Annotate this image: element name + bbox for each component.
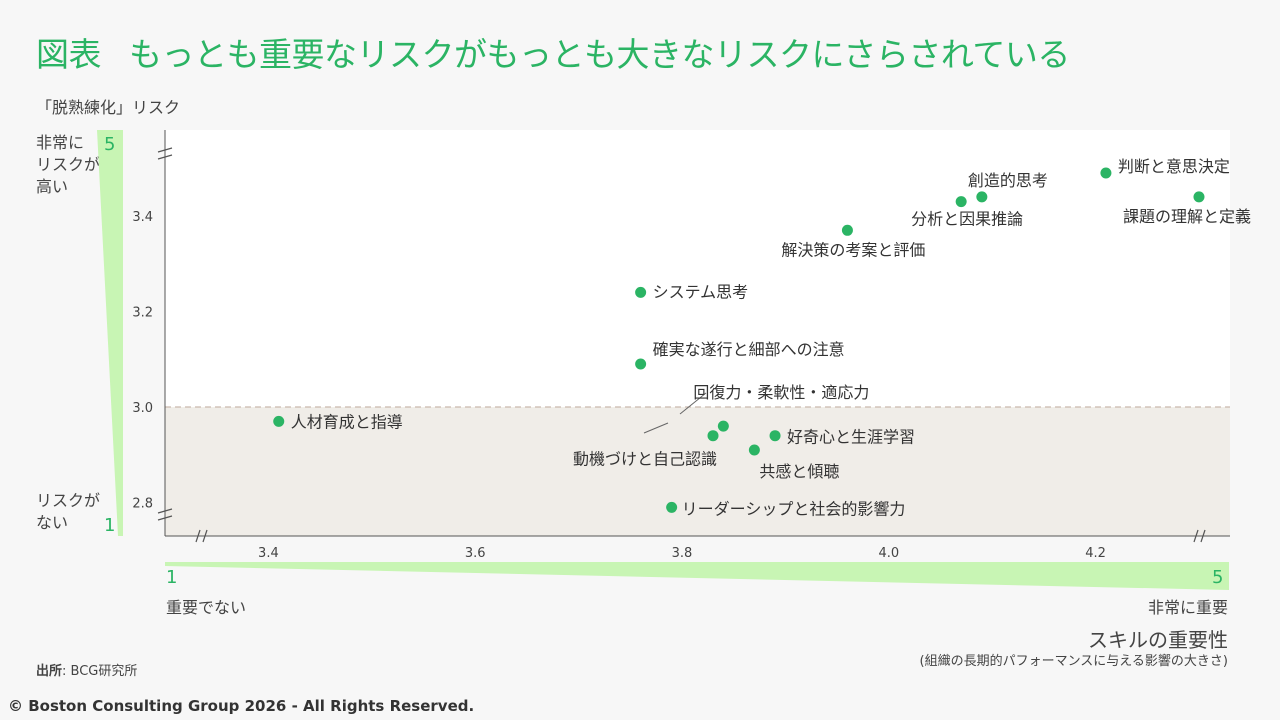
y-scale-min: 1 bbox=[104, 515, 116, 536]
x-tick-label: 4.2 bbox=[1085, 546, 1106, 561]
y-axis-break-top bbox=[157, 147, 173, 160]
data-point bbox=[666, 501, 678, 513]
y-high-line-2: リスクが bbox=[36, 155, 101, 174]
y-high-line-1: 非常に bbox=[36, 133, 85, 152]
page-title: 図表 もっとも重要なリスクがもっとも大きなリスクにさらされている bbox=[36, 28, 1070, 76]
data-point bbox=[1193, 191, 1205, 203]
x-scale-max: 5 bbox=[1212, 567, 1224, 588]
x-axis-break-left bbox=[195, 529, 208, 543]
x-axis-title: スキルの重要性 bbox=[1088, 628, 1228, 652]
low-risk-band bbox=[165, 407, 1230, 536]
source-text: : BCG研究所 bbox=[62, 664, 138, 679]
y-tick-label: 3.2 bbox=[132, 306, 153, 321]
x-tick-label: 3.4 bbox=[258, 546, 279, 561]
source-label: 出所 bbox=[36, 664, 63, 679]
data-point bbox=[748, 444, 760, 456]
data-point-label: 好奇心と生涯学習 bbox=[787, 428, 915, 447]
y-scale-wedge bbox=[97, 130, 123, 536]
title-text: もっとも重要なリスクがもっとも大きなリスクにさらされている bbox=[129, 35, 1070, 74]
x-scale-min: 1 bbox=[166, 567, 178, 588]
x-tick-label: 3.6 bbox=[465, 546, 486, 561]
x-axis-high-label: 非常に重要 bbox=[1147, 598, 1228, 617]
data-point-label: 確実な遂行と細部への注意 bbox=[653, 340, 845, 359]
y-low-line-1: リスクが bbox=[36, 491, 101, 510]
data-point bbox=[841, 224, 853, 236]
data-point bbox=[635, 286, 647, 298]
data-point-label: リーダーシップと社会的影響力 bbox=[682, 499, 906, 518]
data-point bbox=[717, 420, 729, 432]
data-point-label: 分析と因果推論 bbox=[911, 210, 1023, 229]
data-point bbox=[273, 415, 285, 427]
data-point bbox=[1100, 167, 1112, 179]
y-scale-max: 5 bbox=[104, 134, 116, 155]
data-point-label: 課題の理解と定義 bbox=[1123, 207, 1251, 226]
y-low-line-2: ない bbox=[36, 513, 69, 532]
x-axis-subtitle: (組織の長期的パフォーマンスに与える影響の大きさ) bbox=[919, 654, 1229, 669]
x-axis-break-right bbox=[1193, 529, 1206, 543]
x-scale-wedge bbox=[165, 562, 1229, 590]
y-axis-subtitle: 「脱熟練化」リスク bbox=[36, 98, 181, 117]
data-point bbox=[635, 358, 647, 370]
y-axis-low-label: リスクが ない bbox=[36, 490, 100, 534]
copyright: © Boston Consulting Group 2026 - All Rig… bbox=[8, 697, 475, 715]
y-axis-break-bottom bbox=[157, 508, 173, 521]
data-point-label: 共感と傾聴 bbox=[759, 462, 839, 481]
y-tick-label: 2.8 bbox=[132, 497, 153, 512]
data-point-label: 回復力・柔軟性・適応力 bbox=[693, 383, 869, 402]
data-point-label: 創造的思考 bbox=[968, 171, 1048, 190]
x-tick-label: 3.8 bbox=[672, 546, 693, 561]
data-point bbox=[707, 430, 719, 442]
data-point-label: 判断と意思決定 bbox=[1118, 157, 1230, 176]
leader-line-resilience bbox=[679, 392, 707, 415]
data-point-label: 解決策の考案と評価 bbox=[781, 240, 925, 259]
figure-label: 図表 bbox=[36, 35, 102, 74]
data-point bbox=[976, 191, 988, 203]
data-point-label: 動機づけと自己認識 bbox=[573, 450, 717, 469]
data-point bbox=[955, 196, 967, 208]
source-note: 出所: BCG研究所 bbox=[36, 660, 137, 679]
x-axis-low-label: 重要でない bbox=[166, 598, 247, 617]
y-axis-high-label: 非常に リスクが 高い bbox=[36, 132, 100, 198]
leader-line-motivation bbox=[643, 422, 669, 434]
y-tick-label: 3.0 bbox=[132, 401, 153, 416]
y-high-line-3: 高い bbox=[36, 177, 69, 196]
data-point bbox=[769, 430, 781, 442]
data-point-label: 人材育成と指導 bbox=[291, 412, 403, 431]
x-tick-label: 4.0 bbox=[878, 546, 899, 561]
data-point-label: システム思考 bbox=[653, 282, 749, 301]
y-tick-label: 3.4 bbox=[132, 210, 153, 225]
